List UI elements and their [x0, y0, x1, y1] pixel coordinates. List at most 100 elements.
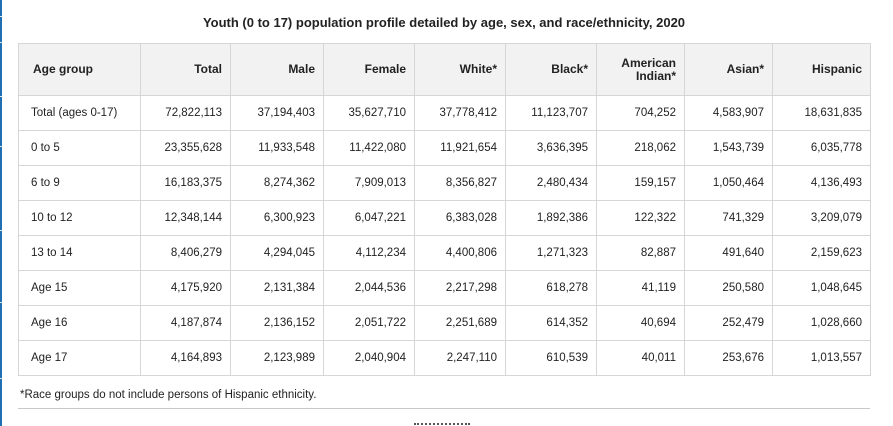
cell-white: 2,217,298 [414, 270, 506, 306]
column-header-asian: Asian* [684, 43, 773, 96]
cell-asian: 1,543,739 [684, 130, 773, 166]
cell-total: 4,164,893 [140, 340, 231, 376]
strip-tick [0, 16, 2, 17]
cell-white: 2,247,110 [414, 340, 506, 376]
table-row: Age 17 4,164,893 2,123,989 2,040,904 2,2… [18, 340, 871, 376]
table-row: Total (ages 0-17) 72,822,113 37,194,403 … [18, 95, 871, 131]
column-header-male: Male [230, 43, 324, 96]
table-row: Age 15 4,175,920 2,131,384 2,044,536 2,2… [18, 270, 871, 306]
cell-total: 12,348,144 [140, 200, 231, 236]
strip-tick [0, 378, 2, 379]
strip-tick [0, 42, 2, 43]
cell-total: 4,187,874 [140, 305, 231, 341]
cell-hispanic: 1,028,660 [772, 305, 871, 341]
cell-female: 6,047,221 [323, 200, 415, 236]
strip-tick [0, 146, 2, 147]
cell-white: 11,921,654 [414, 130, 506, 166]
cell-male: 11,933,548 [230, 130, 324, 166]
cell-american-indian: 40,011 [596, 340, 685, 376]
cell-male: 8,274,362 [230, 165, 324, 201]
column-header-white: White* [414, 43, 506, 96]
cell-male: 4,294,045 [230, 235, 324, 271]
column-header-age-group: Age group [18, 43, 141, 96]
column-header-hispanic: Hispanic [772, 43, 871, 96]
cell-black: 618,278 [505, 270, 597, 306]
truncated-text-fragment [414, 418, 474, 426]
cell-hispanic: 18,631,835 [772, 95, 871, 131]
row-label: 6 to 9 [18, 165, 141, 201]
row-label: Total (ages 0-17) [18, 95, 141, 131]
table-row: Age 16 4,187,874 2,136,152 2,051,722 2,2… [18, 305, 871, 341]
header-row: Age group Total Male Female White* Black… [18, 43, 871, 96]
cell-asian: 253,676 [684, 340, 773, 376]
table-row: 10 to 12 12,348,144 6,300,923 6,047,221 … [18, 200, 871, 236]
cell-american-indian: 40,694 [596, 305, 685, 341]
cell-total: 72,822,113 [140, 95, 231, 131]
cell-american-indian: 122,322 [596, 200, 685, 236]
cell-black: 1,271,323 [505, 235, 597, 271]
cell-american-indian: 41,119 [596, 270, 685, 306]
cell-black: 3,636,395 [505, 130, 597, 166]
cell-black: 2,480,434 [505, 165, 597, 201]
cell-asian: 252,479 [684, 305, 773, 341]
row-label: 13 to 14 [18, 235, 141, 271]
row-label: Age 15 [18, 270, 141, 306]
cell-male: 6,300,923 [230, 200, 324, 236]
cell-asian: 4,583,907 [684, 95, 773, 131]
cell-female: 11,422,080 [323, 130, 415, 166]
cell-female: 2,051,722 [323, 305, 415, 341]
cell-total: 8,406,279 [140, 235, 231, 271]
cell-black: 1,892,386 [505, 200, 597, 236]
strip-tick [0, 96, 2, 97]
table-footnote: *Race groups do not include persons of H… [20, 389, 317, 401]
cell-hispanic: 1,013,557 [772, 340, 871, 376]
cell-hispanic: 3,209,079 [772, 200, 871, 236]
cell-male: 2,123,989 [230, 340, 324, 376]
cell-hispanic: 4,136,493 [772, 165, 871, 201]
cell-asian: 250,580 [684, 270, 773, 306]
cell-black: 11,123,707 [505, 95, 597, 131]
row-label: 0 to 5 [18, 130, 141, 166]
cell-asian: 741,329 [684, 200, 773, 236]
cell-hispanic: 1,048,645 [772, 270, 871, 306]
cell-total: 23,355,628 [140, 130, 231, 166]
cell-black: 614,352 [505, 305, 597, 341]
section-divider [18, 408, 870, 409]
column-header-total: Total [140, 43, 231, 96]
column-header-female: Female [323, 43, 415, 96]
population-table: Age group Total Male Female White* Black… [18, 43, 871, 376]
column-header-black: Black* [505, 43, 597, 96]
row-label: Age 17 [18, 340, 141, 376]
strip-tick [0, 230, 2, 231]
cell-male: 2,136,152 [230, 305, 324, 341]
cell-asian: 491,640 [684, 235, 773, 271]
cell-white: 2,251,689 [414, 305, 506, 341]
table-title: Youth (0 to 17) population profile detai… [202, 15, 686, 30]
cell-white: 6,383,028 [414, 200, 506, 236]
strip-tick [0, 302, 2, 303]
cell-female: 7,909,013 [323, 165, 415, 201]
cell-hispanic: 2,159,623 [772, 235, 871, 271]
cell-female: 2,040,904 [323, 340, 415, 376]
cell-male: 37,194,403 [230, 95, 324, 131]
american-indian-header-text: American Indian* [621, 55, 676, 83]
cell-white: 4,400,806 [414, 235, 506, 271]
left-accent-strip [0, 0, 2, 426]
cell-american-indian: 218,062 [596, 130, 685, 166]
table-row: 6 to 9 16,183,375 8,274,362 7,909,013 8,… [18, 165, 871, 201]
cell-female: 35,627,710 [323, 95, 415, 131]
cell-female: 2,044,536 [323, 270, 415, 306]
column-header-american-indian: American Indian* [596, 43, 685, 96]
cell-asian: 1,050,464 [684, 165, 773, 201]
cell-total: 16,183,375 [140, 165, 231, 201]
table-row: 13 to 14 8,406,279 4,294,045 4,112,234 4… [18, 235, 871, 271]
cell-white: 37,778,412 [414, 95, 506, 131]
cell-white: 8,356,827 [414, 165, 506, 201]
row-label: 10 to 12 [18, 200, 141, 236]
cell-american-indian: 704,252 [596, 95, 685, 131]
cell-black: 610,539 [505, 340, 597, 376]
row-label: Age 16 [18, 305, 141, 341]
cell-male: 2,131,384 [230, 270, 324, 306]
cell-total: 4,175,920 [140, 270, 231, 306]
table-row: 0 to 5 23,355,628 11,933,548 11,422,080 … [18, 130, 871, 166]
